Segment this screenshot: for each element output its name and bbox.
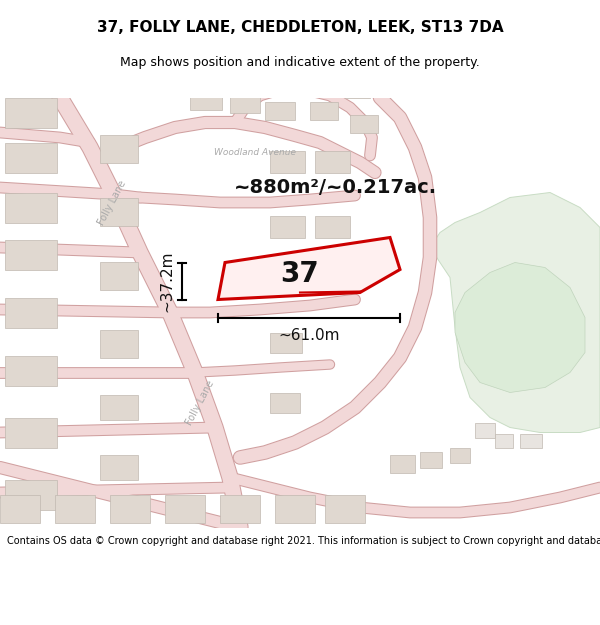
- Polygon shape: [218, 238, 400, 299]
- Bar: [5, 142, 57, 172]
- Bar: [420, 451, 442, 468]
- Bar: [165, 494, 205, 522]
- Bar: [315, 71, 343, 89]
- Bar: [5, 418, 57, 447]
- Bar: [5, 98, 57, 128]
- Text: 37, FOLLY LANE, CHEDDLETON, LEEK, ST13 7DA: 37, FOLLY LANE, CHEDDLETON, LEEK, ST13 7…: [97, 20, 503, 35]
- Bar: [5, 239, 57, 269]
- Bar: [230, 94, 260, 112]
- Bar: [285, 69, 313, 88]
- Bar: [315, 272, 347, 292]
- Bar: [475, 422, 495, 437]
- Text: 37: 37: [281, 259, 319, 288]
- Bar: [270, 271, 305, 292]
- Bar: [390, 454, 415, 472]
- Bar: [100, 198, 138, 226]
- Bar: [100, 329, 138, 357]
- Bar: [495, 434, 513, 447]
- Bar: [55, 494, 95, 522]
- Text: Map shows position and indicative extent of the property.: Map shows position and indicative extent…: [120, 56, 480, 69]
- Bar: [265, 101, 295, 119]
- Bar: [270, 332, 302, 352]
- Text: ~37.2m: ~37.2m: [159, 250, 174, 312]
- Bar: [520, 434, 542, 447]
- Bar: [270, 151, 305, 173]
- Bar: [110, 494, 150, 522]
- Bar: [450, 448, 470, 462]
- Text: Folly Lane: Folly Lane: [96, 178, 128, 227]
- Bar: [5, 479, 57, 509]
- Bar: [190, 89, 222, 109]
- Bar: [270, 392, 300, 412]
- Bar: [100, 454, 138, 479]
- Polygon shape: [430, 192, 600, 432]
- Text: ~880m²/~0.217ac.: ~880m²/~0.217ac.: [233, 178, 437, 197]
- Bar: [315, 151, 350, 173]
- Text: Woodland Avenue: Woodland Avenue: [214, 148, 296, 157]
- Bar: [220, 494, 260, 522]
- Bar: [5, 356, 57, 386]
- Bar: [100, 134, 138, 162]
- Polygon shape: [455, 262, 585, 392]
- Bar: [100, 261, 138, 289]
- Bar: [325, 494, 365, 522]
- Bar: [270, 216, 305, 238]
- Bar: [255, 71, 283, 89]
- Bar: [315, 216, 350, 238]
- Bar: [5, 192, 57, 222]
- Text: Contains OS data © Crown copyright and database right 2021. This information is : Contains OS data © Crown copyright and d…: [7, 536, 600, 546]
- Text: ~61.0m: ~61.0m: [278, 328, 340, 342]
- Bar: [0, 494, 40, 522]
- Bar: [275, 494, 315, 522]
- Bar: [345, 81, 370, 98]
- Text: Folly Lane: Folly Lane: [184, 378, 216, 427]
- Bar: [5, 298, 57, 328]
- Bar: [100, 394, 138, 419]
- Bar: [350, 114, 378, 132]
- Bar: [310, 101, 338, 119]
